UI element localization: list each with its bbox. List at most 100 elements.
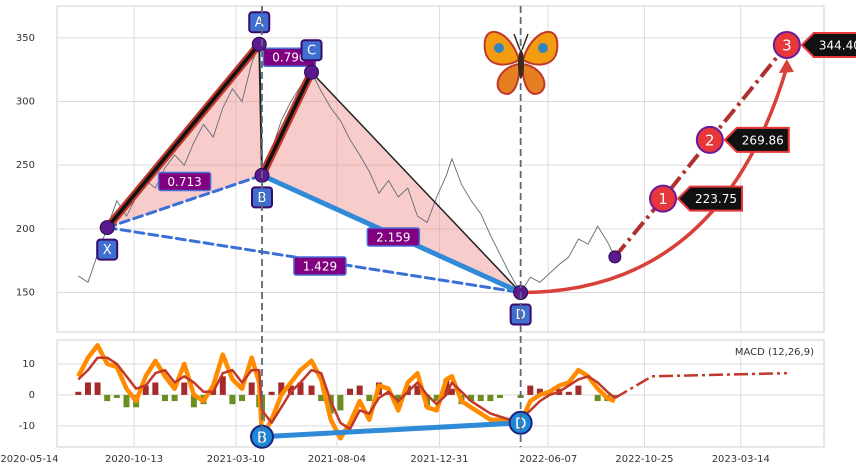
ratio-box bbox=[366, 227, 421, 247]
histogram-bar bbox=[75, 391, 82, 395]
target-number: 2 bbox=[705, 131, 715, 149]
price-panel bbox=[56, 5, 825, 333]
histogram-bar bbox=[239, 394, 246, 402]
histogram-bar bbox=[468, 394, 475, 402]
projection-curve bbox=[520, 66, 789, 295]
histogram-bar bbox=[94, 382, 101, 395]
last-price-point bbox=[608, 250, 622, 264]
histogram-bar bbox=[161, 394, 168, 402]
plot-layer: 150 200 250 300 350 1 223.75 2 269.86 3 344.40 0.71… bbox=[0, 6, 856, 465]
pattern-point bbox=[304, 64, 320, 80]
y-tick-label: 10 bbox=[22, 359, 35, 370]
histogram-bar bbox=[104, 394, 111, 402]
pattern-point bbox=[251, 36, 267, 52]
histogram-bar bbox=[347, 388, 354, 395]
ratio-label: 0.790 bbox=[272, 51, 306, 65]
ratio-label: 1.429 bbox=[303, 260, 337, 274]
histogram-bar bbox=[229, 394, 236, 405]
divergence-point bbox=[508, 410, 533, 435]
target-price-tag bbox=[723, 126, 790, 153]
histogram-bar bbox=[356, 385, 363, 395]
histogram-bar bbox=[268, 391, 275, 395]
butterfly-body bbox=[518, 50, 524, 78]
y-tick-label: 300 bbox=[16, 97, 35, 108]
target-number: 1 bbox=[658, 190, 668, 208]
pattern-label-box bbox=[300, 39, 323, 62]
y-tick-label: 250 bbox=[16, 160, 35, 171]
wing bbox=[496, 62, 521, 96]
x-tick-label: 2021-12-31 bbox=[410, 454, 468, 465]
target-price-label: 269.86 bbox=[742, 133, 784, 147]
target-price-label: 223.75 bbox=[695, 192, 737, 206]
histogram-bar bbox=[113, 394, 120, 398]
target-marker bbox=[649, 184, 678, 213]
target-price-tag bbox=[676, 185, 744, 212]
histogram-bar bbox=[123, 394, 130, 408]
histogram-bar bbox=[477, 394, 484, 402]
x-tick-label: 2020-05-14 bbox=[0, 454, 58, 465]
y-tick-label: 150 bbox=[16, 288, 35, 299]
histogram-bar bbox=[171, 394, 178, 402]
ratio-box bbox=[293, 256, 347, 276]
histogram-bar bbox=[219, 376, 226, 395]
x-tick-label: 2021-08-04 bbox=[308, 454, 366, 465]
forecast-line bbox=[614, 371, 787, 400]
x-tick-label: 2020-10-13 bbox=[105, 454, 163, 465]
histogram-bar bbox=[318, 394, 325, 402]
histogram-bar bbox=[327, 394, 334, 414]
left-wings bbox=[483, 30, 521, 96]
antennae bbox=[513, 33, 529, 51]
divergence-label: D bbox=[515, 414, 527, 432]
histogram-bar bbox=[190, 394, 197, 408]
ratio-box bbox=[157, 171, 212, 192]
ratio-label: 0.713 bbox=[167, 175, 201, 189]
butterfly-icon bbox=[483, 30, 559, 96]
y-tick-label: -10 bbox=[19, 421, 35, 432]
pattern-label: C bbox=[307, 44, 316, 59]
pattern-point bbox=[99, 220, 115, 236]
impulse-leg bbox=[260, 70, 314, 178]
indicator-title: MACD (12,26,9) bbox=[735, 347, 814, 358]
projection-arrowhead bbox=[778, 58, 794, 73]
wing-spot bbox=[494, 43, 504, 53]
histogram-bar bbox=[297, 382, 304, 395]
target-marker bbox=[695, 125, 724, 154]
histogram-bar bbox=[565, 391, 572, 395]
histogram-bar bbox=[443, 379, 450, 395]
impulse-leg bbox=[105, 42, 261, 230]
histogram-bar bbox=[487, 394, 494, 402]
histogram-bar bbox=[575, 385, 582, 395]
y-tick-label: 350 bbox=[16, 33, 35, 44]
histogram-bar bbox=[414, 385, 421, 395]
histogram-bar bbox=[308, 385, 315, 395]
histogram-bar bbox=[181, 382, 188, 395]
histogram-bar bbox=[366, 394, 373, 402]
x-tick-label: 2022-10-25 bbox=[615, 454, 673, 465]
price-line bbox=[78, 44, 616, 294]
divergence-line bbox=[261, 420, 521, 440]
x-tick-label: 2021-03-10 bbox=[207, 454, 265, 465]
histogram-bar bbox=[497, 394, 504, 398]
cd-leg bbox=[310, 71, 522, 294]
histogram-bar bbox=[278, 382, 285, 395]
histogram-bar bbox=[448, 388, 455, 395]
histogram-bar bbox=[248, 382, 255, 395]
target-marker bbox=[772, 30, 801, 59]
pattern-fill bbox=[261, 72, 521, 293]
pattern-label-box bbox=[248, 11, 271, 34]
histogram-bar bbox=[536, 388, 543, 395]
histogram-bar bbox=[152, 382, 159, 395]
histogram-bar bbox=[594, 394, 601, 402]
wing bbox=[521, 62, 546, 96]
histogram-bar bbox=[527, 385, 534, 395]
target-price-tag bbox=[800, 31, 856, 58]
target-number: 3 bbox=[782, 36, 792, 54]
histogram-bar bbox=[142, 385, 149, 395]
pattern-label: A bbox=[255, 16, 264, 31]
histogram-bar bbox=[337, 394, 344, 411]
y-tick-label: 200 bbox=[16, 224, 35, 235]
x-tick-label: 2023-03-14 bbox=[712, 454, 770, 465]
pattern-label: X bbox=[103, 243, 112, 258]
ratio-label: 2.159 bbox=[376, 230, 410, 244]
